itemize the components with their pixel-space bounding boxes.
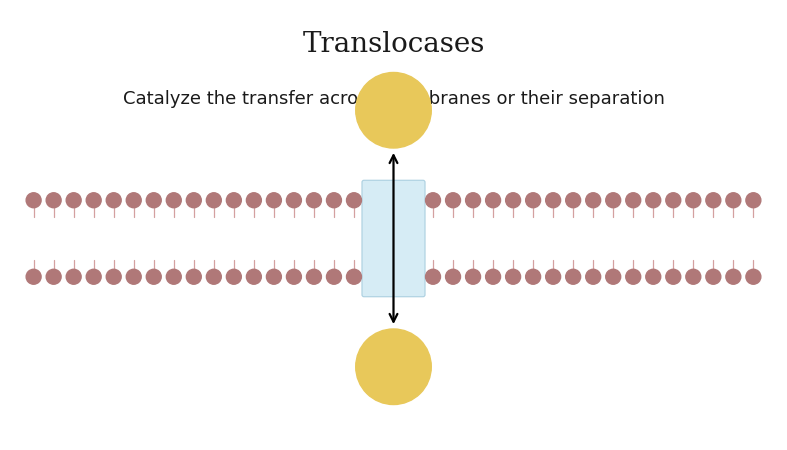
Circle shape	[46, 193, 61, 208]
Circle shape	[545, 193, 560, 208]
Circle shape	[486, 193, 501, 208]
Circle shape	[246, 269, 261, 284]
Circle shape	[505, 269, 520, 284]
Circle shape	[166, 193, 181, 208]
Circle shape	[706, 269, 721, 284]
Circle shape	[267, 193, 282, 208]
Circle shape	[606, 193, 621, 208]
Circle shape	[227, 193, 242, 208]
Circle shape	[87, 193, 102, 208]
Circle shape	[445, 269, 460, 284]
Circle shape	[586, 193, 600, 208]
Circle shape	[666, 193, 681, 208]
Circle shape	[26, 193, 41, 208]
Circle shape	[426, 269, 441, 284]
Circle shape	[246, 193, 261, 208]
Circle shape	[626, 193, 641, 208]
Circle shape	[187, 193, 201, 208]
Circle shape	[66, 269, 81, 284]
Circle shape	[505, 193, 520, 208]
Circle shape	[126, 269, 141, 284]
Circle shape	[146, 193, 161, 208]
Circle shape	[646, 193, 661, 208]
Text: Translocases: Translocases	[302, 32, 485, 58]
Circle shape	[356, 329, 431, 405]
Circle shape	[356, 72, 431, 148]
Circle shape	[646, 269, 661, 284]
Circle shape	[26, 269, 41, 284]
Circle shape	[346, 193, 361, 208]
Circle shape	[526, 269, 541, 284]
Circle shape	[327, 269, 342, 284]
Circle shape	[726, 269, 741, 284]
Circle shape	[206, 269, 221, 284]
Circle shape	[586, 269, 600, 284]
Circle shape	[106, 193, 121, 208]
Circle shape	[166, 269, 181, 284]
Circle shape	[66, 193, 81, 208]
Circle shape	[286, 193, 301, 208]
Circle shape	[685, 269, 700, 284]
Circle shape	[286, 269, 301, 284]
Circle shape	[466, 269, 481, 284]
Circle shape	[666, 269, 681, 284]
Circle shape	[566, 193, 581, 208]
Circle shape	[106, 269, 121, 284]
Circle shape	[306, 269, 321, 284]
Circle shape	[227, 269, 242, 284]
Circle shape	[466, 193, 481, 208]
Circle shape	[545, 269, 560, 284]
FancyBboxPatch shape	[362, 180, 425, 297]
Circle shape	[206, 193, 221, 208]
Circle shape	[726, 193, 741, 208]
Circle shape	[426, 193, 441, 208]
Circle shape	[706, 193, 721, 208]
Circle shape	[606, 269, 621, 284]
Text: Catalyze the transfer across membranes or their separation: Catalyze the transfer across membranes o…	[123, 90, 664, 108]
Circle shape	[746, 193, 761, 208]
Circle shape	[566, 269, 581, 284]
Circle shape	[267, 269, 282, 284]
Circle shape	[146, 269, 161, 284]
Circle shape	[746, 269, 761, 284]
Circle shape	[445, 193, 460, 208]
Circle shape	[187, 269, 201, 284]
Circle shape	[526, 193, 541, 208]
Circle shape	[87, 269, 102, 284]
Circle shape	[46, 269, 61, 284]
Circle shape	[126, 193, 141, 208]
Circle shape	[626, 269, 641, 284]
Circle shape	[306, 193, 321, 208]
Circle shape	[486, 269, 501, 284]
Circle shape	[327, 193, 342, 208]
Circle shape	[685, 193, 700, 208]
Circle shape	[346, 269, 361, 284]
